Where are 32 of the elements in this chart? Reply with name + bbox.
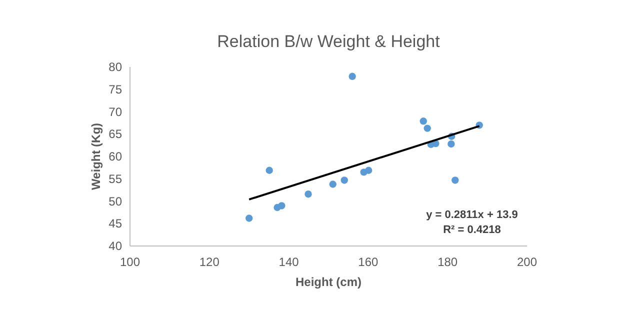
x-tick-label: 140 (278, 255, 300, 269)
x-tick-label: 160 (358, 255, 379, 269)
point (329, 180, 336, 188)
point (452, 176, 459, 184)
y-tick-label: 70 (108, 104, 122, 119)
chart-title: Relation B/w Weight & Height (217, 32, 440, 51)
y-tick-label: 75 (108, 82, 122, 96)
y-tick-label: 50 (108, 194, 122, 208)
x-tick-label: 180 (438, 255, 458, 269)
y-tick-label: 65 (108, 127, 122, 142)
y-axis-title: Weight (Kg) (89, 122, 103, 190)
point (420, 118, 427, 125)
point (424, 124, 431, 132)
point (448, 140, 455, 148)
point (266, 166, 273, 174)
x-tick-label: 120 (199, 255, 220, 269)
point (348, 72, 356, 80)
annotation: y = 0.2811x + 13.9 (426, 209, 518, 221)
point (340, 176, 348, 184)
point (364, 166, 372, 174)
annotation: R² = 0.4218 (443, 224, 501, 236)
y-tick-label: 60 (108, 150, 122, 164)
point (304, 190, 312, 198)
x-tick-label: 100 (120, 255, 140, 269)
y-tick-label: 45 (108, 216, 122, 231)
x-tick-label: 200 (516, 255, 538, 269)
y-tick-label: 40 (108, 239, 122, 253)
y-tick-label: 80 (108, 60, 122, 74)
x-axis-title: Height (cm) (296, 275, 362, 289)
point (278, 202, 286, 210)
point (246, 214, 253, 222)
y-tick-label: 55 (108, 172, 122, 186)
